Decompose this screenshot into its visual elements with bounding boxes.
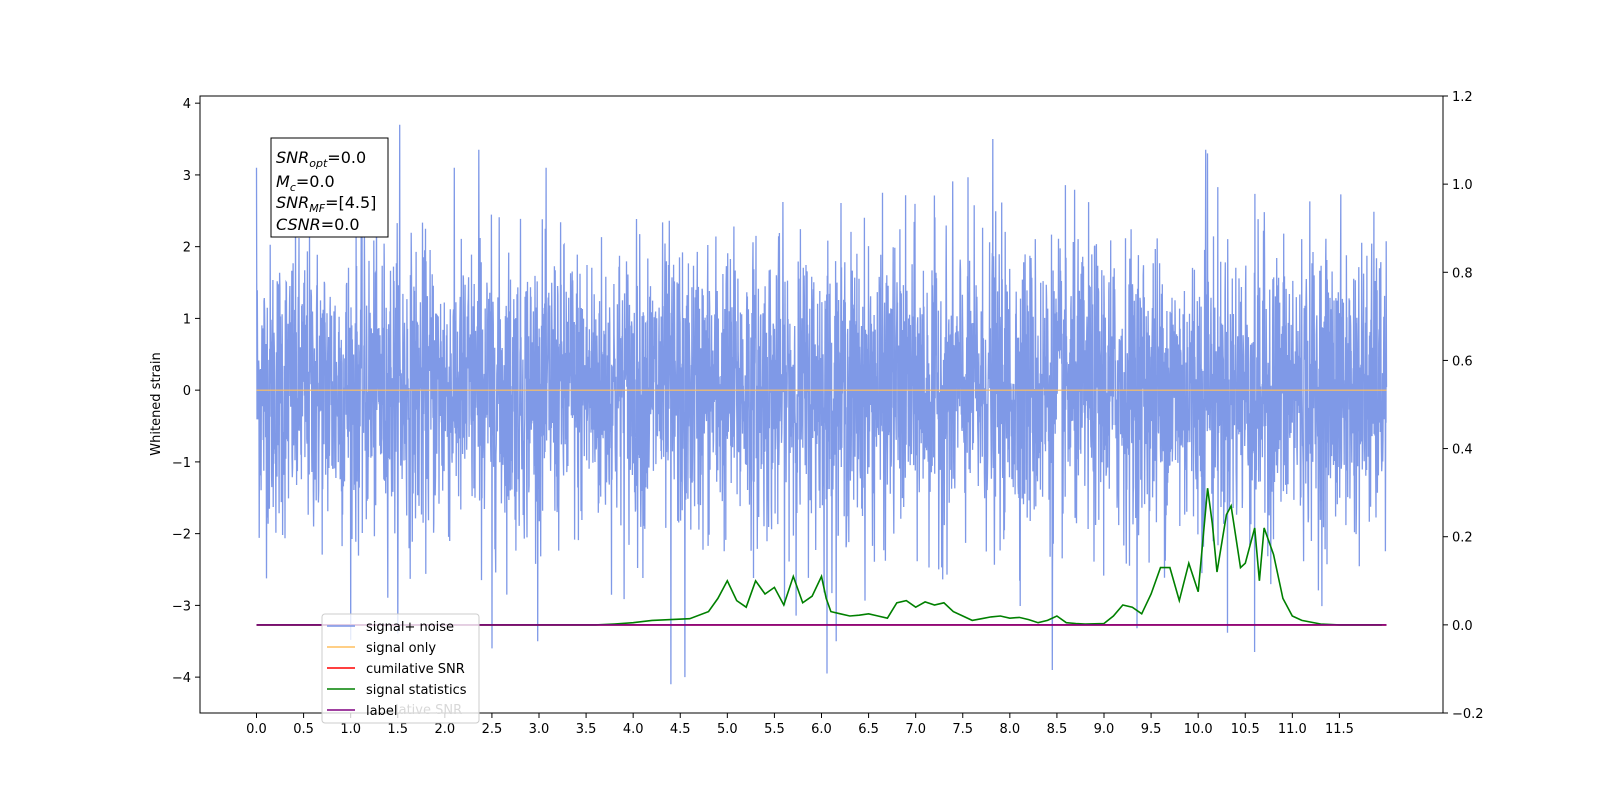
y2-tick-label: 0.4 — [1452, 443, 1473, 458]
legend-residual-text: lative SNR — [395, 703, 462, 718]
annotation-box: SNRopt=0.0 Mc=0.0 SNRMF=[4.5] CSNR=0.0 — [270, 137, 389, 238]
x-tick-label: 0.5 — [293, 722, 314, 737]
annotation-subscript: opt — [309, 157, 328, 170]
y2-tick-label: 1.0 — [1452, 178, 1473, 193]
y-axis-left: 4 3 2 1 0 −1 −2 −3 −4 — [172, 97, 200, 686]
annotation-symbol: M — [276, 172, 290, 191]
x-tick-label: 7.5 — [952, 722, 973, 737]
x-tick-label: 11.5 — [1325, 722, 1354, 737]
x-tick-label: 2.5 — [482, 722, 503, 737]
annotation-subscript: c — [290, 181, 296, 194]
x-tick-label: 9.5 — [1141, 722, 1162, 737]
annotation-symbol: CSNR — [276, 215, 321, 234]
annotation-text: SNRopt=0.0 Mc=0.0 SNRMF=[4.5] CSNR=0.0 — [276, 148, 376, 234]
x-tick-label: 3.0 — [529, 722, 550, 737]
legend-label: signal only — [366, 641, 436, 656]
annotation-value: =0.0 — [327, 148, 366, 167]
y-tick-label: 1 — [183, 312, 191, 327]
y-tick-label: 3 — [183, 169, 191, 184]
y-tick-label: 4 — [183, 97, 191, 112]
x-tick-label: 6.0 — [811, 722, 832, 737]
x-tick-label: 8.0 — [999, 722, 1020, 737]
y2-tick-label: 1.2 — [1452, 90, 1473, 105]
x-tick-label: 8.5 — [1047, 722, 1068, 737]
x-tick-label: 11.0 — [1278, 722, 1307, 737]
y-tick-label: −1 — [172, 456, 191, 471]
y-tick-label: −2 — [172, 528, 191, 543]
y-axis-right: 1.2 1.0 0.8 0.6 0.4 0.2 0.0 −0.2 — [1443, 90, 1484, 722]
x-tick-label: 0.0 — [246, 722, 267, 737]
legend-frame — [321, 613, 480, 724]
y2-tick-label: 0.2 — [1452, 531, 1473, 546]
y-tick-label: −4 — [172, 671, 191, 686]
series-line-signal-statistics — [256, 488, 1382, 626]
x-tick-label: 10.5 — [1231, 722, 1260, 737]
legend-label: signal+ noise — [366, 620, 454, 635]
y-tick-label: 0 — [183, 384, 191, 399]
legend-label: signal statistics — [366, 683, 467, 698]
x-tick-label: 9.0 — [1094, 722, 1115, 737]
annotation-value: =0.0 — [321, 215, 360, 234]
annotation-symbol: SNR — [276, 148, 309, 167]
x-tick-label: 5.5 — [764, 722, 785, 737]
y2-tick-label: 0.0 — [1452, 619, 1473, 634]
y-tick-label: −3 — [172, 599, 191, 614]
y2-tick-label: −0.2 — [1452, 707, 1484, 722]
x-tick-label: 1.5 — [387, 722, 408, 737]
x-tick-label: 4.5 — [670, 722, 691, 737]
series-line-signal-noise — [255, 124, 1388, 685]
x-tick-label: 7.0 — [905, 722, 926, 737]
x-tick-label: 3.5 — [576, 722, 597, 737]
annotation-value: =0.0 — [296, 172, 335, 191]
x-tick-label: 4.0 — [623, 722, 644, 737]
x-tick-label: 2.0 — [434, 722, 455, 737]
y2-tick-label: 0.8 — [1452, 266, 1473, 281]
y-axis-label: Whitened strain — [149, 352, 164, 455]
annotation-frame — [270, 137, 389, 238]
annotation-value: =[4.5] — [325, 193, 376, 212]
x-axis: 0.0 0.5 1.0 1.5 2.0 2.5 3.0 3.5 4.0 4.5 5.0 5.5 6.0 6… — [246, 713, 1354, 737]
legend-label: label — [366, 704, 397, 719]
y2-tick-label: 0.6 — [1452, 354, 1473, 369]
noise-trace-group — [255, 124, 1388, 685]
x-tick-label: 1.0 — [340, 722, 361, 737]
y-tick-label: 2 — [183, 241, 191, 256]
annotation-symbol: SNR — [276, 193, 309, 212]
x-tick-label: 5.0 — [717, 722, 738, 737]
x-tick-label: 10.0 — [1184, 722, 1213, 737]
x-tick-label: 6.5 — [858, 722, 879, 737]
legend-label: cumilative SNR — [366, 662, 465, 677]
annotation-subscript: MF — [309, 202, 325, 215]
legend: lative SNR signal+ noise signal only cumil… — [321, 613, 480, 724]
